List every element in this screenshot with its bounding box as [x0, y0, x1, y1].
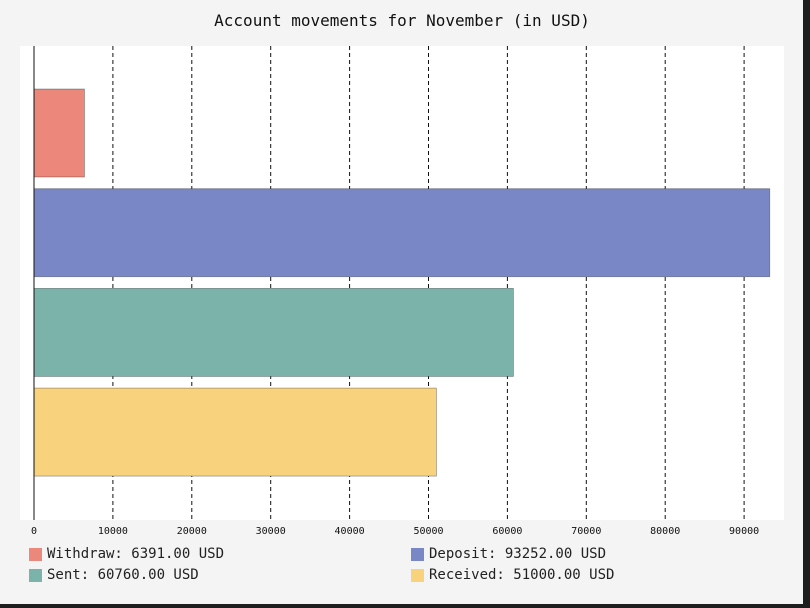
x-tick-label-20000: 20000	[177, 526, 207, 537]
legend-swatch-withdraw	[29, 547, 42, 561]
legend-label-received: Received: 51000.00 USD	[429, 567, 615, 583]
bar-deposit	[33, 188, 771, 278]
legend-label-deposit: Deposit: 93252.00 USD	[429, 546, 607, 562]
x-tick-label-70000: 70000	[571, 526, 601, 537]
legend-item-deposit: Deposit: 93252.00 USD	[411, 546, 606, 562]
x-tick-label-40000: 40000	[335, 526, 365, 537]
x-tick-label-30000: 30000	[256, 526, 286, 537]
bar-sent	[33, 287, 514, 377]
legend-item-sent: Sent: 60760.00 USD	[29, 567, 199, 583]
x-tick-label-10000: 10000	[98, 526, 128, 537]
legend-item-withdraw: Withdraw: 6391.00 USD	[29, 546, 224, 562]
legend-swatch-deposit	[411, 547, 424, 561]
legend-label-withdraw: Withdraw: 6391.00 USD	[47, 546, 225, 562]
x-tick-label-90000: 90000	[729, 526, 759, 537]
x-tick-label-60000: 60000	[492, 526, 522, 537]
legend-item-received: Received: 51000.00 USD	[411, 567, 614, 583]
legend-swatch-received	[411, 568, 424, 582]
chart-title: Account movements for November (in USD)	[214, 11, 590, 30]
x-tick-label-50000: 50000	[413, 526, 443, 537]
legend-label-sent: Sent: 60760.00 USD	[47, 567, 199, 583]
legend-swatch-sent	[29, 568, 42, 582]
x-tick-label-0: 0	[31, 526, 37, 537]
bar-withdraw	[33, 88, 85, 178]
x-axis-ticks: 0 10000 20000 30000 40000 50000 60000 70000 8000…	[31, 526, 759, 537]
x-tick-label-80000: 80000	[650, 526, 680, 537]
bar-received	[33, 387, 437, 477]
bars	[33, 88, 771, 477]
